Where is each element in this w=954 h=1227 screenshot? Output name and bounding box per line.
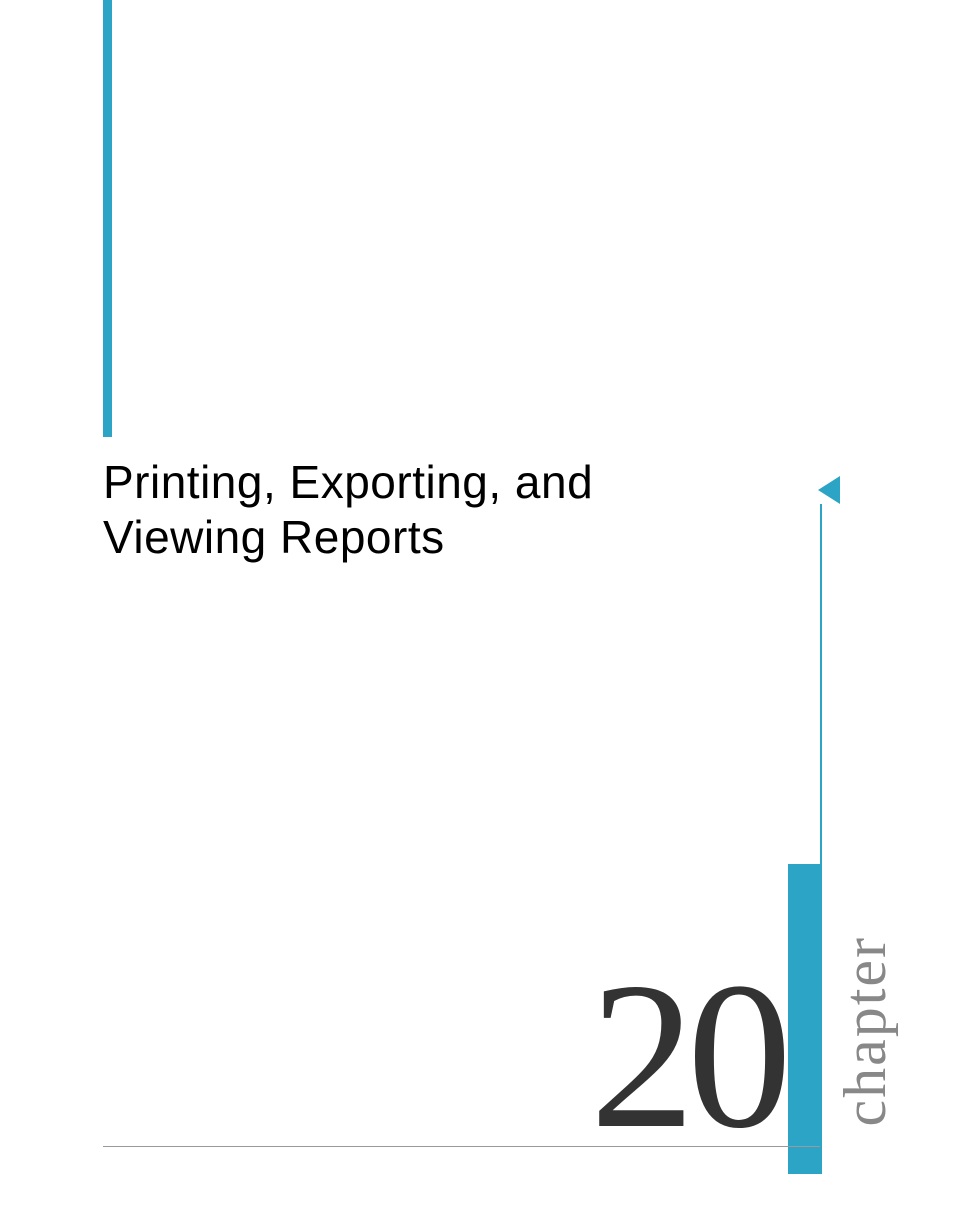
chapter-label: chapter	[831, 936, 900, 1127]
title-line-1: Printing, Exporting, and	[103, 456, 593, 508]
triangle-marker-icon	[818, 476, 840, 504]
title-line-2: Viewing Reports	[103, 511, 445, 563]
horizontal-divider	[103, 1146, 820, 1147]
chapter-title: Printing, Exporting, and Viewing Reports	[103, 455, 593, 565]
top-accent-bar	[103, 0, 112, 437]
chapter-number: 20	[590, 951, 784, 1161]
right-accent-bar-thick	[788, 864, 822, 1174]
